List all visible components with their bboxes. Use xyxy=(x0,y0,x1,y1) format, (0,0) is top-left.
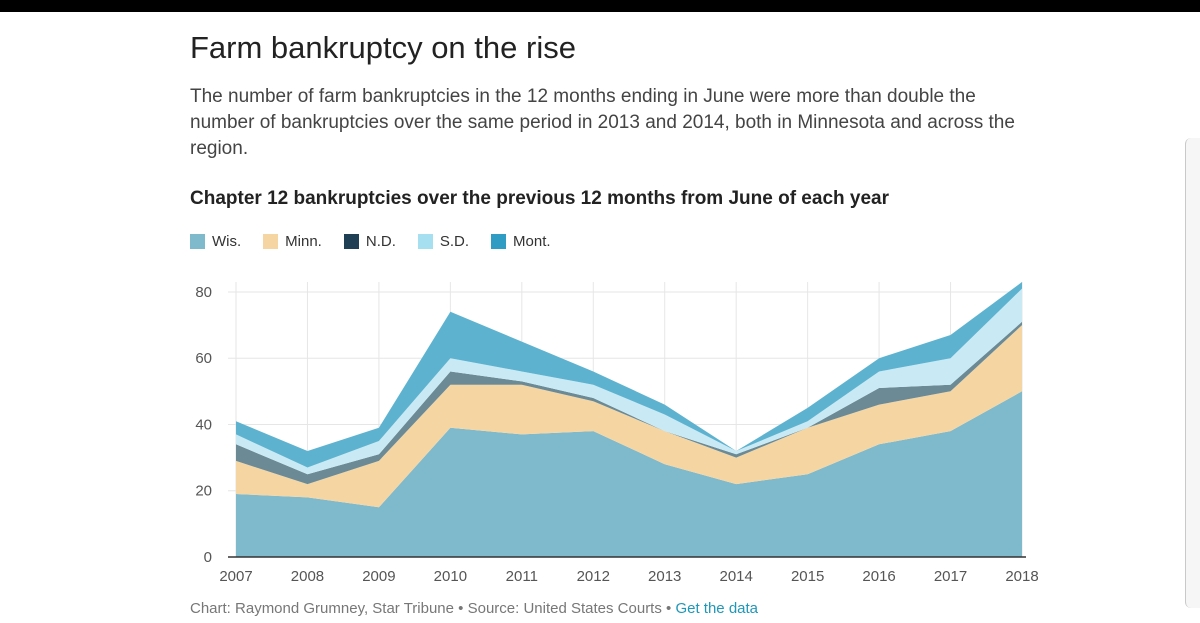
legend-item-wis: Wis. xyxy=(190,233,241,250)
footer-credit: Chart: Raymond Grumney, Star Tribune xyxy=(190,600,454,617)
legend-item-nd: N.D. xyxy=(343,233,396,250)
y-tick-label: 80 xyxy=(195,284,212,301)
chart-footer: Chart: Raymond Grumney, Star Tribune • S… xyxy=(190,600,758,617)
legend-label-sd: S.D. xyxy=(439,233,470,250)
x-tick-label: 2014 xyxy=(719,568,752,585)
x-tick-label: 2013 xyxy=(648,568,681,585)
area-nd xyxy=(236,321,1022,485)
y-tick-label: 0 xyxy=(204,549,212,566)
x-tick-label: 2008 xyxy=(291,568,324,585)
x-tick-label: 2007 xyxy=(219,568,252,585)
legend-label-minn: Minn. xyxy=(285,233,322,250)
footer-separator: • xyxy=(454,600,468,617)
x-tick-label: 2009 xyxy=(362,568,395,585)
chart-title: Chapter 12 bankruptcies over the previou… xyxy=(190,188,889,209)
area-layer xyxy=(236,282,1022,557)
legend-label-nd: N.D. xyxy=(365,233,396,250)
axis-layer: 0 20 40 60 80 2007 2008 2009 2010 2011 2012 2013 201… xyxy=(195,284,1038,585)
x-tick-label: 2016 xyxy=(862,568,895,585)
scrollbar[interactable] xyxy=(1185,138,1200,608)
chart-page: Farm bankruptcy on the rise The number o… xyxy=(0,12,1200,623)
legend-item-mont: Mont. xyxy=(491,233,551,250)
page-title: Farm bankruptcy on the rise xyxy=(190,30,576,65)
stacked-area-chart: 0 20 40 60 80 2007 2008 2009 2010 2011 2012 2013 201… xyxy=(195,282,1039,585)
area-mont xyxy=(236,282,1022,468)
page-subtitle: The number of farm bankruptcies in the 1… xyxy=(190,86,1015,159)
x-tick-label: 2010 xyxy=(434,568,467,585)
legend-item-sd: S.D. xyxy=(417,233,470,250)
legend-swatch-nd xyxy=(343,234,359,249)
x-tick-label: 2018 xyxy=(1005,568,1038,585)
get-data-link[interactable]: Get the data xyxy=(675,600,759,617)
footer-separator: • xyxy=(661,600,676,617)
legend-item-minn: Minn. xyxy=(263,233,322,250)
y-tick-label: 40 xyxy=(195,416,212,433)
x-tick-label: 2017 xyxy=(934,568,967,585)
legend-swatch-mont xyxy=(491,234,507,249)
legend-label-mont: Mont. xyxy=(513,233,551,250)
x-tick-label: 2012 xyxy=(577,568,610,585)
x-tick-label: 2011 xyxy=(506,568,538,585)
chart-legend: Wis. Minn. N.D. S.D. Mont. xyxy=(190,233,573,250)
legend-label-wis: Wis. xyxy=(212,233,242,250)
y-tick-label: 20 xyxy=(195,483,212,500)
area-wis xyxy=(236,391,1022,557)
legend-swatch-minn xyxy=(263,234,279,249)
y-tick-label: 60 xyxy=(195,350,212,367)
legend-swatch-sd xyxy=(417,234,433,249)
x-tick-label: 2015 xyxy=(791,568,824,585)
legend-swatch-wis xyxy=(190,234,205,249)
footer-source: Source: United States Courts xyxy=(467,600,662,617)
area-minn xyxy=(236,325,1022,508)
